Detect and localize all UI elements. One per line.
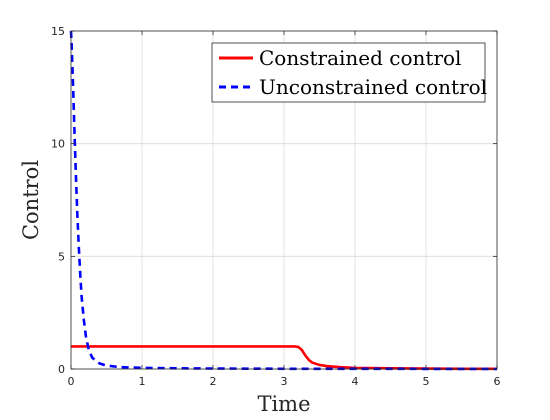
- axis-ticks: 0 1 2 3 4 5 6 0 5 10 15: [51, 25, 501, 388]
- x-tick-label: 2: [210, 375, 217, 388]
- x-tick-label: 3: [281, 375, 288, 388]
- y-tick-label: 0: [58, 363, 65, 376]
- x-tick-label: 0: [68, 375, 75, 388]
- y-tick-label: 5: [58, 250, 65, 263]
- legend: Constrained control Unconstrained contro…: [211, 42, 487, 103]
- x-axis-label: Time: [257, 392, 310, 416]
- series-line-unconstrained: [69, 30, 498, 371]
- x-tick-label: 5: [423, 375, 430, 388]
- x-tick-label: 4: [352, 375, 359, 388]
- legend-label-unconstrained: Unconstrained control: [259, 75, 487, 99]
- legend-box: [211, 42, 486, 103]
- series-group: [69, 30, 498, 371]
- legend-label-constrained: Constrained control: [259, 46, 461, 70]
- y-axis-label: Control: [19, 160, 43, 240]
- y-tick-label: 10: [51, 138, 65, 151]
- x-tick-label: 6: [494, 375, 501, 388]
- y-tick-label: 15: [51, 25, 65, 38]
- x-tick-label: 1: [139, 375, 146, 388]
